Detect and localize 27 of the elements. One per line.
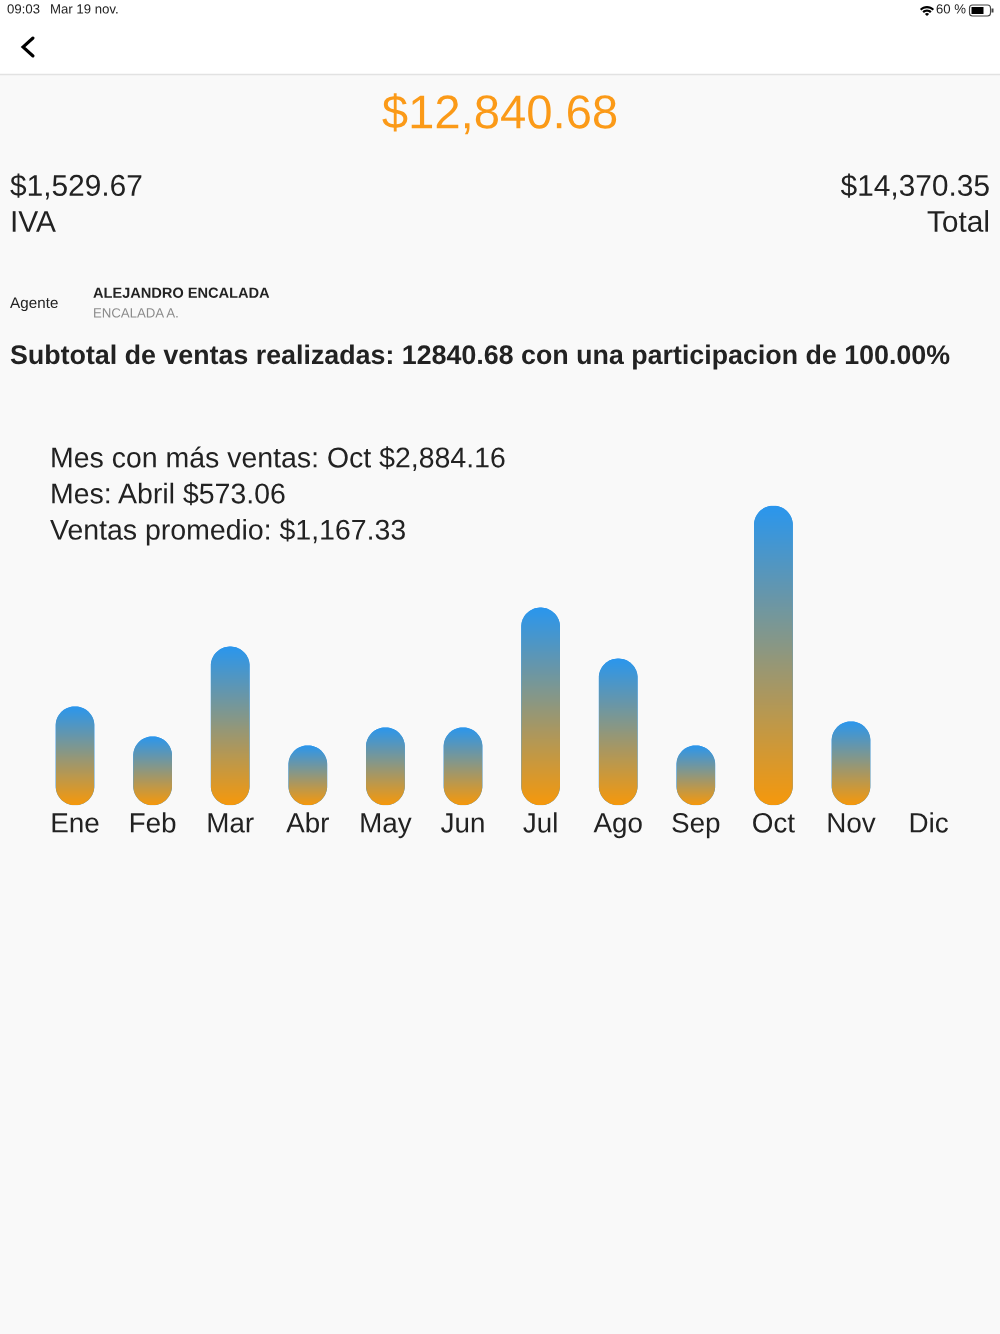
- text: Mar 19 nov.: [51, 4, 118, 14]
- text: ALEJANDRO ENCALADA: [93, 287, 270, 298]
- annotation: Ventas promedio: $1,167.33: [50, 518, 405, 546]
- x-tick-label: Abr: [286, 812, 329, 833]
- text: IVA: [12, 211, 56, 232]
- chart-subtitle: Subtotal de ventas realizadas: 12840.68 con una participacion de 100.00%: [10, 344, 950, 370]
- text: Agente: [10, 297, 58, 312]
- x-tick-label: Jun: [441, 813, 484, 833]
- text: Mes: Abril $573.06: [52, 482, 285, 506]
- text: ENCALADA A.: [94, 308, 178, 318]
- x-tick-label: Ago: [593, 813, 642, 839]
- x-tick-label: May: [361, 813, 412, 839]
- x-tick-label: Mar: [208, 813, 254, 833]
- x-tick-label: Dic: [910, 812, 948, 833]
- text: $1,529.67: [10, 173, 142, 200]
- text: Mes con más ventas: Oct $2,884.16: [52, 446, 505, 472]
- x-tick-label: Jul: [523, 812, 557, 833]
- x-tick-label: Ene: [52, 813, 99, 833]
- x-tick-label: Nov: [828, 813, 876, 833]
- x-tick-label: Feb: [130, 812, 176, 833]
- chart-title: $12,840.68: [382, 93, 617, 135]
- text: Total: [927, 210, 989, 233]
- text: 09:03: [7, 4, 40, 14]
- text: $14,370.35: [840, 173, 989, 200]
- text: 60 %: [936, 4, 966, 14]
- x-tick-label: Oct: [753, 812, 795, 833]
- x-tick-label: Sep: [672, 812, 720, 839]
